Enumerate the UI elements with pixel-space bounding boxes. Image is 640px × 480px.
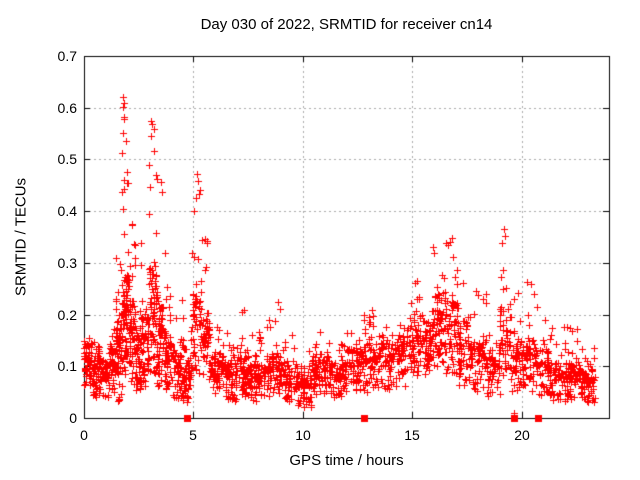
y-tick-label: 0 xyxy=(69,410,77,426)
x-tick-label: 10 xyxy=(295,427,311,443)
chart-title: Day 030 of 2022, SRMTID for receiver cn1… xyxy=(200,16,493,33)
y-tick-label: 0.2 xyxy=(57,307,77,323)
x-tick-label: 20 xyxy=(514,427,530,443)
x-axis-label: GPS time / hours xyxy=(289,452,404,469)
y-tick-label: 0.1 xyxy=(57,358,77,374)
y-tick-label: 0.6 xyxy=(57,100,77,116)
y-tick-label: 0.5 xyxy=(57,151,77,167)
y-tick-label: 0.4 xyxy=(57,203,77,219)
y-tick-label: 0.7 xyxy=(57,48,77,64)
x-tick-label: 5 xyxy=(189,427,197,443)
y-axis-label: SRMTID / TECUs xyxy=(12,177,30,297)
x-tick-label: 15 xyxy=(404,427,420,443)
y-tick-label: 0.3 xyxy=(57,255,77,271)
x-tick-label: 0 xyxy=(80,427,88,443)
